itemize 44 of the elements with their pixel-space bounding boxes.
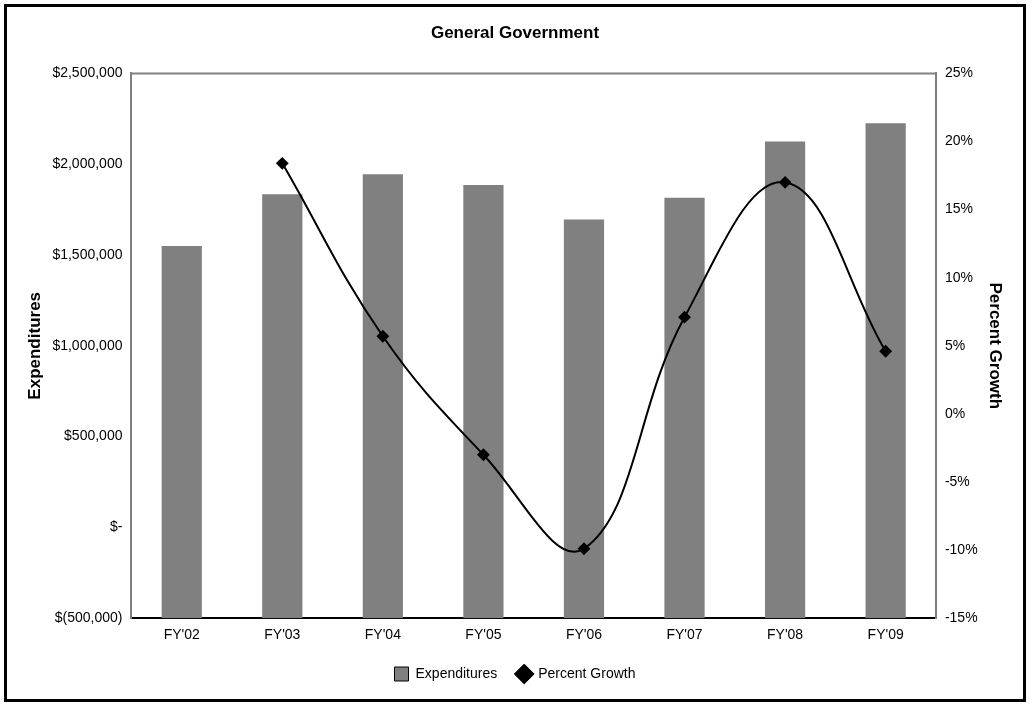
point bbox=[276, 157, 289, 170]
chart-title: General Government bbox=[430, 22, 600, 42]
x-tick-label: FY'06 bbox=[565, 626, 603, 643]
point bbox=[577, 542, 590, 555]
legend-label: Expenditures bbox=[415, 664, 498, 681]
y-tick-label: $1,500,000 bbox=[52, 245, 123, 262]
y2-tick-label: -15% bbox=[944, 609, 978, 626]
bar bbox=[463, 185, 504, 619]
y2-tick-label: 5% bbox=[944, 336, 966, 353]
x-tick-label: FY'08 bbox=[767, 626, 804, 643]
y-tick-label: $(500,000) bbox=[54, 609, 123, 626]
y-tick-label: $2,000,000 bbox=[52, 155, 123, 172]
bar bbox=[764, 141, 806, 619]
x-tick-label: FY'09 bbox=[867, 626, 904, 643]
y2-tick-label: 15% bbox=[944, 200, 973, 217]
y2-tick-label: -10% bbox=[944, 540, 978, 557]
y-axis-title: Expenditures bbox=[24, 291, 44, 400]
bar bbox=[362, 174, 403, 619]
y2-tick-label: 20% bbox=[944, 132, 973, 149]
y2-tick-label: 0% bbox=[944, 404, 966, 421]
x-tick-label: FY'03 bbox=[264, 626, 301, 643]
x-tick-label: FY'07 bbox=[666, 626, 703, 643]
y2-axis-title: Percent Growth bbox=[986, 282, 1006, 410]
y-tick-label: $- bbox=[110, 518, 123, 535]
y2-tick-label: -5% bbox=[944, 472, 970, 489]
point bbox=[678, 311, 691, 324]
legend-label: Percent Growth bbox=[538, 664, 636, 681]
bar bbox=[262, 194, 303, 619]
y-tick-label: $1,000,000 bbox=[52, 336, 123, 353]
bar bbox=[563, 219, 605, 619]
point bbox=[376, 330, 389, 343]
y2-tick-label: 10% bbox=[944, 268, 973, 285]
y2-tick-label: 25% bbox=[944, 64, 973, 81]
point bbox=[879, 345, 892, 358]
x-tick-label: FY'04 bbox=[364, 626, 402, 643]
point bbox=[477, 448, 490, 461]
y-tick-label: $500,000 bbox=[64, 427, 123, 444]
bar bbox=[664, 197, 705, 619]
x-tick-label: FY'02 bbox=[163, 626, 201, 643]
point bbox=[779, 176, 792, 189]
x-tick-label: FY'05 bbox=[465, 626, 502, 643]
y-tick-label: $2,500,000 bbox=[52, 64, 123, 81]
bar bbox=[161, 245, 202, 619]
bar bbox=[865, 123, 906, 619]
